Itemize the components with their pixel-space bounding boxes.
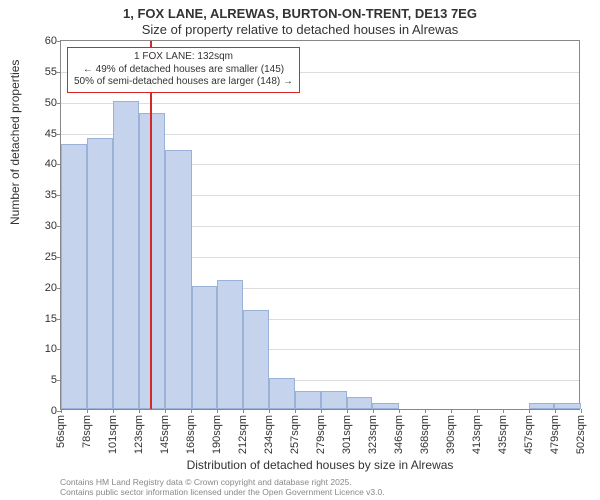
ytick-label: 25 xyxy=(45,251,57,263)
xtick-mark xyxy=(347,409,348,413)
annotation-line1: 1 FOX LANE: 132sqm xyxy=(74,51,293,64)
annotation-line2: ← 49% of detached houses are smaller (14… xyxy=(74,64,293,77)
ytick-label: 45 xyxy=(45,128,57,140)
xtick-label: 212sqm xyxy=(237,415,249,454)
xtick-label: 323sqm xyxy=(367,415,379,454)
xtick-label: 101sqm xyxy=(107,415,119,454)
histogram-bar xyxy=(61,144,87,409)
histogram-bar xyxy=(372,403,399,409)
marker-line xyxy=(150,41,152,409)
xtick-mark xyxy=(581,409,582,413)
ytick-mark xyxy=(57,41,61,42)
chart-title-line2: Size of property relative to detached ho… xyxy=(0,22,600,37)
ytick-label: 55 xyxy=(45,66,57,78)
ytick-mark xyxy=(57,103,61,104)
xtick-mark xyxy=(243,409,244,413)
xtick-mark xyxy=(555,409,556,413)
ytick-label: 40 xyxy=(45,158,57,170)
xtick-mark xyxy=(399,409,400,413)
ytick-label: 60 xyxy=(45,35,57,47)
plot-area: 05101520253035404550556056sqm78sqm101sqm… xyxy=(60,40,580,410)
y-axis-label: Number of detached properties xyxy=(8,60,22,225)
xtick-label: 234sqm xyxy=(263,415,275,454)
xtick-mark xyxy=(217,409,218,413)
xtick-label: 346sqm xyxy=(393,415,405,454)
histogram-bar xyxy=(217,280,243,410)
xtick-mark xyxy=(87,409,88,413)
annotation-box: 1 FOX LANE: 132sqm ← 49% of detached hou… xyxy=(67,47,300,93)
ytick-label: 10 xyxy=(45,343,57,355)
histogram-bar xyxy=(295,391,321,410)
xtick-label: 279sqm xyxy=(315,415,327,454)
ytick-label: 15 xyxy=(45,313,57,325)
xtick-mark xyxy=(503,409,504,413)
xtick-mark xyxy=(295,409,296,413)
xtick-mark xyxy=(165,409,166,413)
histogram-bar xyxy=(165,150,192,409)
xtick-mark xyxy=(373,409,374,413)
histogram-bar xyxy=(192,286,218,409)
xtick-mark xyxy=(451,409,452,413)
xtick-mark xyxy=(139,409,140,413)
ytick-label: 20 xyxy=(45,282,57,294)
xtick-label: 368sqm xyxy=(419,415,431,454)
xtick-label: 390sqm xyxy=(445,415,457,454)
xtick-mark xyxy=(61,409,62,413)
ytick-label: 35 xyxy=(45,189,57,201)
annotation-line3: 50% of semi-detached houses are larger (… xyxy=(74,76,293,89)
histogram-bar xyxy=(243,310,269,409)
xtick-label: 123sqm xyxy=(133,415,145,454)
xtick-label: 56sqm xyxy=(55,415,67,448)
xtick-label: 502sqm xyxy=(575,415,587,454)
xtick-label: 435sqm xyxy=(497,415,509,454)
xtick-label: 301sqm xyxy=(341,415,353,454)
histogram-bar xyxy=(269,378,296,409)
histogram-bar xyxy=(113,101,139,409)
ytick-label: 5 xyxy=(51,374,57,386)
ytick-mark xyxy=(57,72,61,73)
ytick-label: 30 xyxy=(45,220,57,232)
xtick-label: 413sqm xyxy=(471,415,483,454)
xtick-label: 145sqm xyxy=(159,415,171,454)
chart-title-line1: 1, FOX LANE, ALREWAS, BURTON-ON-TRENT, D… xyxy=(0,6,600,21)
histogram-bar xyxy=(87,138,114,409)
xtick-label: 479sqm xyxy=(549,415,561,454)
xtick-mark xyxy=(269,409,270,413)
histogram-bar xyxy=(554,403,581,409)
ytick-label: 50 xyxy=(45,97,57,109)
xtick-mark xyxy=(113,409,114,413)
xtick-mark xyxy=(321,409,322,413)
ytick-mark xyxy=(57,134,61,135)
xtick-label: 190sqm xyxy=(211,415,223,454)
histogram-bar xyxy=(529,403,555,409)
histogram-bar xyxy=(321,391,347,410)
xtick-mark xyxy=(529,409,530,413)
histogram-bar xyxy=(347,397,373,409)
xtick-label: 457sqm xyxy=(523,415,535,454)
xtick-label: 168sqm xyxy=(185,415,197,454)
footer-attribution: Contains HM Land Registry data © Crown c… xyxy=(60,478,580,498)
xtick-label: 257sqm xyxy=(289,415,301,454)
x-axis-label: Distribution of detached houses by size … xyxy=(60,458,580,472)
xtick-label: 78sqm xyxy=(81,415,93,448)
xtick-mark xyxy=(425,409,426,413)
chart-container: 1, FOX LANE, ALREWAS, BURTON-ON-TRENT, D… xyxy=(0,0,600,500)
histogram-bar xyxy=(139,113,165,409)
xtick-mark xyxy=(191,409,192,413)
xtick-mark xyxy=(477,409,478,413)
footer-line2: Contains public sector information licen… xyxy=(60,488,580,498)
